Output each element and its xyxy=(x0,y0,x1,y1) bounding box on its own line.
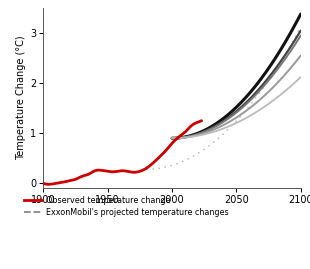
Legend: Observed temperature change, ExxonMobil's projected temperature changes: Observed temperature change, ExxonMobil'… xyxy=(24,196,229,217)
Y-axis label: Temperature Change (°C): Temperature Change (°C) xyxy=(16,36,26,161)
